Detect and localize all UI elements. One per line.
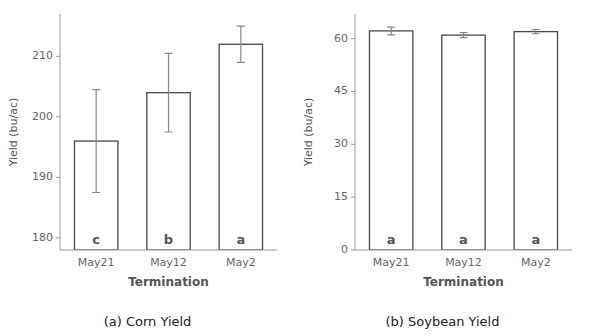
bar: [514, 32, 557, 250]
y-tick: [351, 38, 355, 39]
y-tick-label: 60: [334, 32, 348, 45]
x-tick-label: May21: [78, 256, 115, 269]
x-tick-label: May21: [373, 256, 410, 269]
marks: [74, 26, 262, 250]
y-axis-line: [355, 14, 356, 250]
figure: 180 190 200 210 c b a May21 May12 May2 Termination…: [0, 0, 590, 336]
y-tick-label: 180: [32, 231, 53, 244]
y-tick: [351, 197, 355, 198]
y-axis-line: [60, 14, 61, 250]
x-tick-label: May12: [150, 256, 187, 269]
y-tick-label: 0: [341, 243, 348, 256]
x-tick-label: May12: [445, 256, 482, 269]
y-tick: [56, 56, 60, 57]
x-tick-label: May2: [521, 256, 551, 269]
background: [0, 0, 590, 336]
bar: [219, 44, 262, 250]
y-tick: [56, 116, 60, 117]
error-bar: [387, 27, 395, 35]
error-bar: [532, 29, 540, 33]
bar: [369, 31, 412, 250]
x-axis-label: Termination: [128, 275, 209, 289]
y-tick: [351, 250, 355, 251]
significance-letter: b: [164, 232, 173, 247]
y-tick: [56, 237, 60, 238]
x-axis-label: Termination: [423, 275, 504, 289]
bar: [442, 35, 485, 250]
y-tick: [351, 91, 355, 92]
y-tick-label: 30: [334, 137, 348, 150]
error-bar: [460, 33, 468, 38]
y-tick: [56, 177, 60, 178]
error-bar: [165, 53, 173, 132]
y-tick-label: 190: [32, 170, 53, 183]
y-axis-label: Yield (bu/ac): [302, 98, 315, 168]
marks: [369, 27, 557, 250]
significance-letter: a: [531, 232, 540, 247]
y-tick-label: 15: [334, 190, 348, 203]
significance-letter: a: [236, 232, 245, 247]
significance-letter: a: [459, 232, 468, 247]
significance-letter: a: [387, 232, 396, 247]
error-bar: [237, 26, 245, 62]
significance-letter: c: [92, 232, 100, 247]
panel: 0 15 30 45 60 a a a May21 May12 May2 Termination Yie…: [302, 14, 572, 329]
title: (a) Corn Yield: [104, 314, 192, 329]
error-bar: [92, 90, 100, 193]
panel: 180 190 200 210 c b a May21 May12 May2 Termination…: [7, 14, 277, 329]
y-tick: [351, 144, 355, 145]
title: (b) Soybean Yield: [386, 314, 500, 329]
x-axis-line: [60, 250, 277, 251]
y-axis-label: Yield (bu/ac): [7, 98, 20, 168]
y-tick-label: 200: [32, 110, 53, 123]
x-tick-label: May2: [226, 256, 256, 269]
x-axis-line: [355, 250, 572, 251]
y-tick-label: 210: [32, 49, 53, 62]
y-tick-label: 45: [334, 84, 348, 97]
